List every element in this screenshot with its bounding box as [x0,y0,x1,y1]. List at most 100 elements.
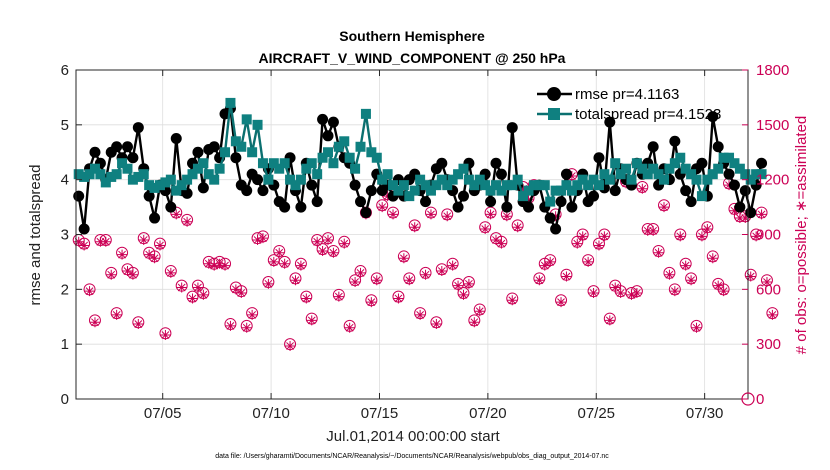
obs-assimilated-point [122,266,133,277]
rmse-point [295,201,307,213]
obs-assimilated-point [534,275,545,286]
rmse-point [208,141,220,153]
obs-assimilated-point [328,247,339,258]
obs-assimilated-point [106,269,117,280]
totalspread-point [718,152,729,163]
rmse-point [143,190,155,202]
totalspread-point [566,185,577,196]
obs-assimilated-point [127,269,138,280]
totalspread-point [301,163,312,174]
obs-assimilated-point [79,240,90,251]
totalspread-point [745,174,756,185]
obs-assimilated-point [388,209,399,220]
totalspread-point [149,182,160,193]
y2-tick-label: 600 [756,281,781,298]
rmse-point [349,179,361,191]
obs-assimilated-point [761,277,772,288]
rmse-point [696,157,708,169]
obs-assimilated-point [285,340,296,351]
rmse-point [555,196,567,208]
totalspread-point [447,174,458,185]
obs-assimilated-point [117,249,128,260]
obs-assimilated-point [171,209,182,220]
totalspread-point [279,158,290,169]
totalspread-point [312,169,323,180]
obs-assimilated-point [604,315,615,326]
totalspread-point [79,171,90,182]
rmse-point [311,196,323,208]
rmse-point [73,190,85,202]
rmse-point [457,190,469,202]
rmse-point [241,185,253,197]
obs-assimilated-point [393,293,404,304]
legend-rmse-marker [547,87,561,101]
rmse-point [452,201,464,213]
totalspread-point [377,174,388,185]
rmse-point [485,196,497,208]
totalspread-point [220,147,231,158]
obs-assimilated-point [453,280,464,291]
rmse-point [728,179,740,191]
rmse-point [78,223,90,235]
totalspread-point [534,180,545,191]
y-axis-label-right: # of obs: o=possible; ∗=assimilated [793,116,810,355]
obs-assimilated-point [593,240,604,251]
totalspread-point [556,185,567,196]
totalspread-point [89,163,100,174]
rmse-point [490,157,502,169]
rmse-point [680,185,692,197]
obs-assimilated-point [518,183,529,194]
totalspread-point [659,174,669,185]
x-axis-label: Jul.01,2014 00:00:00 start [326,428,500,445]
obs-assimilated-point [507,295,518,306]
obs-assimilated-point [599,231,610,242]
obs-assimilated-point [648,225,659,236]
obs-assimilated-point [702,224,713,235]
x-tick-label: 07/30 [686,405,724,422]
obs-assimilated-point [615,287,626,298]
legend-spread-label: totalspread pr=4.1523 [575,106,721,123]
obs-assimilated-point [767,309,778,320]
rmse-point [495,168,507,180]
chart-subtitle: AIRCRAFT_V_WIND_COMPONENT @ 250 hPa [259,50,566,66]
obs-assimilated-point [480,224,491,235]
totalspread-point [214,163,225,174]
totalspread-point [431,180,442,191]
y-tick-label: 4 [61,172,69,189]
obs-assimilated-point [745,271,756,282]
totalspread-point [512,174,523,185]
rmse-point [89,146,101,158]
rmse-point [756,157,768,169]
rmse-point [181,187,193,199]
rmse-point [170,133,182,145]
rmse-point [322,130,334,142]
totalspread-point [252,119,263,130]
obs-assimilated-point [350,277,361,288]
obs-assimilated-point [220,260,231,271]
rmse-point [523,201,535,213]
obs-assimilated-point [333,291,344,302]
obs-assimilated-point [474,306,485,317]
x-tick-label: 07/20 [469,405,507,422]
y2-tick-label: 300 [756,336,781,353]
obs-assimilated-point [675,231,686,242]
totalspread-point [155,180,165,191]
totalspread-point [225,97,236,108]
totalspread-point [182,174,193,185]
rmse-point [365,185,377,197]
obs-assimilated-point [339,238,350,249]
obs-assimilated-point [729,205,740,216]
obs-assimilated-point [301,293,312,304]
totalspread-point [550,185,561,196]
obs-assimilated-point [230,284,241,295]
rmse-point [739,185,751,197]
totalspread-point [707,169,718,180]
obs-assimilated-point [734,213,745,224]
totalspread-point [241,114,252,125]
rmse-point [306,179,318,191]
obs-assimilated-point [263,278,274,289]
obs-assimilated-point [583,256,594,267]
obs-assimilated-point [176,282,187,293]
rmse-point [317,113,329,125]
totalspread-point [344,152,355,163]
